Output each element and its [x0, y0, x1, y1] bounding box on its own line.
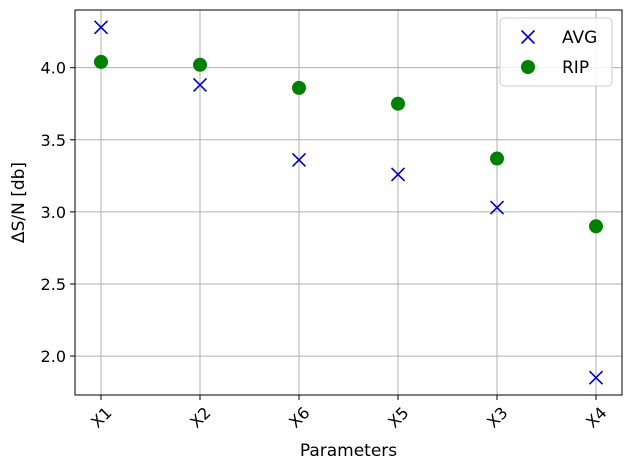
marker-stroke [489, 200, 505, 215]
x-tick-label: X4 [582, 403, 610, 431]
x-tick-label: X1 [87, 403, 115, 431]
data-point-avg [291, 152, 307, 168]
y-tick-label: 3.0 [41, 203, 66, 222]
data-point-avg [588, 370, 604, 385]
marker-stroke [390, 167, 406, 182]
y-tick-label: 2.0 [41, 347, 66, 366]
y-axis-ticks: 2.0 2.5 3.0 3.5 4.0 [41, 59, 75, 366]
data-point-rip [589, 219, 603, 234]
y-axis-label: ΔS/N [db] [9, 162, 29, 243]
legend-label: AVG [562, 28, 597, 48]
data-points [93, 20, 604, 385]
data-point-rip [94, 54, 108, 69]
data-point-rip [391, 96, 405, 111]
marker-stroke [93, 20, 109, 35]
marker-stroke [291, 152, 307, 168]
x-axis-ticks: X1 X2 X6 X5 X3 X4 [87, 395, 611, 432]
data-point-avg [192, 77, 208, 93]
data-point-avg [489, 200, 505, 215]
legend: AVG RIP [499, 17, 613, 87]
plot-area-frame [74, 9, 623, 396]
legend-marker-avg [520, 29, 536, 45]
marker-stroke [520, 29, 536, 45]
x-axis-label: Parameters [300, 441, 397, 461]
data-point-avg [93, 20, 109, 35]
marker-stroke [192, 77, 208, 93]
legend-marker-rip [521, 60, 535, 74]
data-point-rip [193, 57, 207, 72]
data-point-rip [490, 151, 504, 166]
x-tick-label: X3 [483, 403, 511, 431]
y-tick-label: 3.5 [41, 131, 66, 150]
data-point-avg [390, 167, 406, 182]
data-point-rip [292, 80, 306, 95]
y-tick-label: 4.0 [41, 59, 66, 78]
x-tick-label: X6 [285, 403, 313, 431]
x-tick-label: X2 [186, 403, 214, 431]
legend-label: RIP [562, 58, 589, 78]
x-tick-label: X5 [384, 403, 412, 431]
marker-stroke [588, 370, 604, 385]
y-tick-label: 2.5 [41, 275, 66, 294]
